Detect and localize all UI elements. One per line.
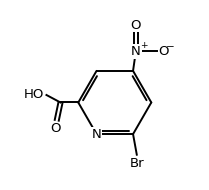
Text: N: N bbox=[92, 128, 101, 141]
Text: HO: HO bbox=[23, 88, 44, 101]
Text: N: N bbox=[131, 45, 141, 58]
Text: O: O bbox=[131, 19, 141, 32]
Text: O: O bbox=[51, 122, 61, 135]
Text: −: − bbox=[166, 42, 175, 52]
Text: +: + bbox=[140, 41, 148, 50]
Text: Br: Br bbox=[130, 157, 144, 170]
Text: O: O bbox=[158, 45, 169, 58]
